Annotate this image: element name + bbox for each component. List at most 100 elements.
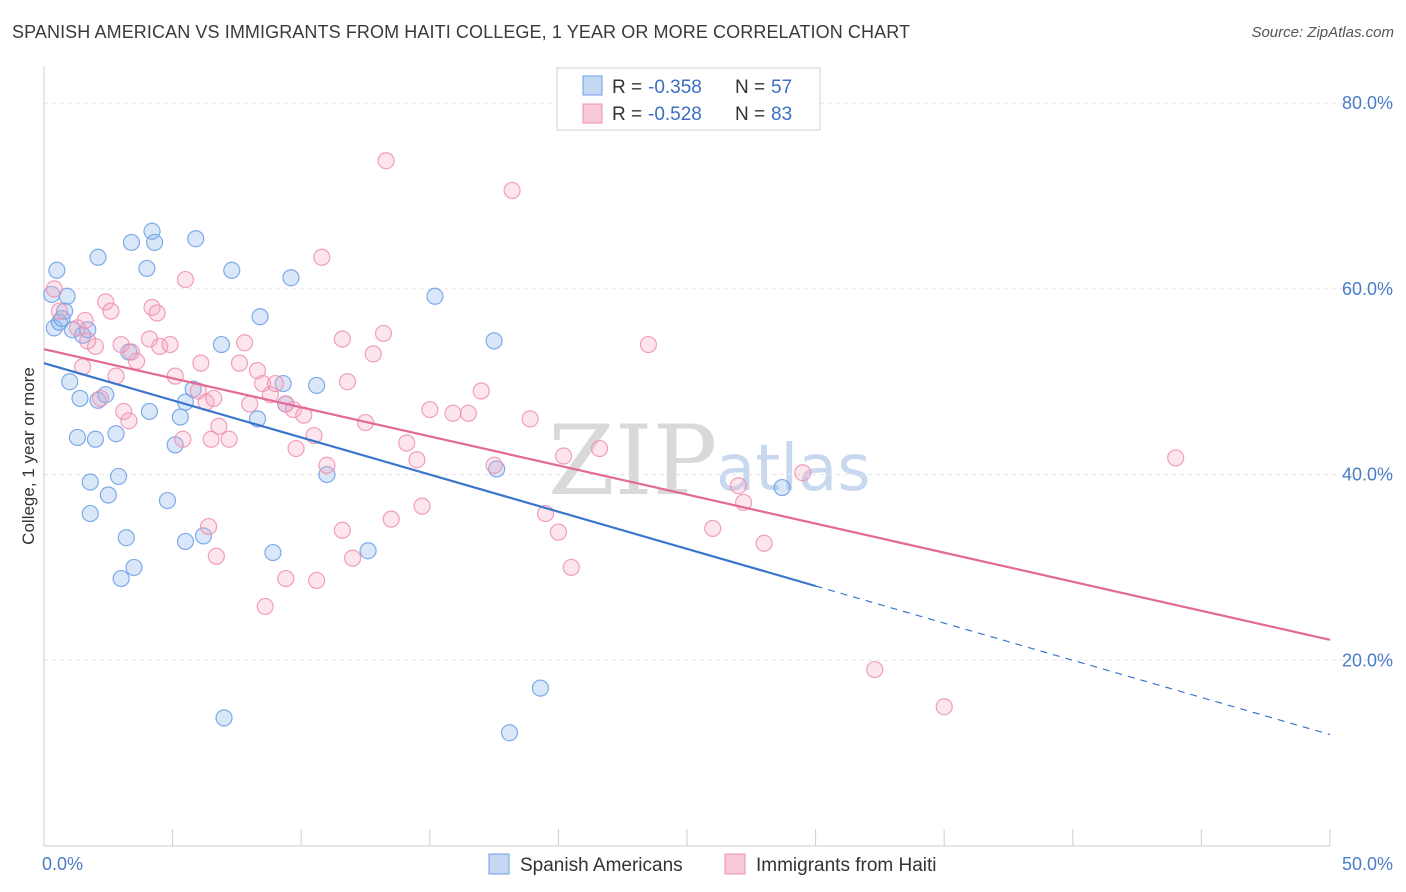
- point-haiti-31: [236, 334, 254, 352]
- y-tick-labels: 80.0% 60.0% 40.0% 20.0%: [1342, 93, 1393, 670]
- point-haiti-53: [444, 404, 462, 422]
- point-haiti-26: [202, 430, 220, 448]
- point-spanish-american-53: [531, 679, 549, 697]
- point-haiti-54: [459, 404, 477, 422]
- legend-n-value-2: 83: [771, 104, 792, 125]
- point-haiti-57: [503, 181, 521, 200]
- point-haiti-29: [220, 430, 238, 448]
- point-haiti-78: [794, 464, 812, 482]
- point-haiti-45: [338, 373, 357, 391]
- trend-lines: [43, 348, 1331, 736]
- point-haiti-5: [79, 332, 97, 350]
- point-spanish-american-29: [187, 230, 205, 248]
- series-spanish-americans: [43, 222, 791, 742]
- point-haiti-13: [127, 352, 146, 370]
- correlation-legend: R = -0.358 N = 57 R = -0.528 N = 83: [556, 67, 821, 131]
- point-spanish-american-36: [158, 491, 177, 510]
- point-haiti-24: [192, 354, 210, 372]
- y-tick-label-3: 20.0%: [1342, 650, 1393, 670]
- axes: [43, 66, 1331, 847]
- legend-r-label-1: R =: [612, 77, 642, 98]
- point-spanish-american-50: [485, 332, 503, 350]
- point-haiti-72: [413, 497, 431, 515]
- point-spanish-american-26: [138, 259, 156, 278]
- point-haiti-27: [205, 389, 223, 408]
- point-haiti-1: [50, 302, 69, 320]
- point-spanish-american-10: [71, 389, 89, 408]
- bottom-legend-label-pink: Immigrants from Haiti: [756, 855, 937, 876]
- point-haiti-17: [148, 304, 166, 322]
- point-haiti-14: [120, 412, 138, 430]
- legend-n-value-1: 57: [771, 77, 792, 98]
- point-haiti-42: [313, 248, 331, 266]
- point-haiti-63: [639, 335, 658, 354]
- point-spanish-american-22: [125, 558, 143, 577]
- point-haiti-61: [562, 558, 580, 577]
- point-haiti-7: [91, 389, 110, 408]
- point-haiti-33: [248, 361, 267, 380]
- point-spanish-american-20: [117, 529, 135, 547]
- y-tick-label-0: 80.0%: [1342, 93, 1393, 113]
- point-spanish-american-30: [223, 261, 241, 279]
- point-spanish-american-41: [282, 269, 300, 287]
- watermark-atlas: atlas: [716, 432, 871, 506]
- point-spanish-american-18: [109, 467, 128, 486]
- point-spanish-american-39: [212, 335, 231, 354]
- point-haiti-19: [161, 335, 179, 354]
- point-haiti-60: [549, 523, 568, 541]
- point-haiti-82: [115, 402, 133, 421]
- legend-swatch-blue: [582, 75, 603, 96]
- trend-line-spanish-americans-extension: [815, 585, 1331, 736]
- point-haiti-73: [554, 447, 573, 465]
- point-haiti-36: [266, 374, 285, 393]
- point-haiti-75: [729, 477, 748, 495]
- point-haiti-49: [382, 510, 400, 528]
- point-haiti-32: [241, 395, 259, 413]
- point-haiti-8: [97, 293, 115, 311]
- point-spanish-american-33: [171, 408, 189, 426]
- point-haiti-65: [200, 517, 218, 536]
- point-haiti-44: [333, 330, 351, 348]
- point-spanish-american-9: [61, 373, 79, 391]
- y-axis-label: College, 1 year or more: [19, 367, 38, 545]
- point-spanish-american-25: [122, 233, 141, 252]
- point-haiti-0: [45, 280, 63, 298]
- chart-title: SPANISH AMERICAN VS IMMIGRANTS FROM HAIT…: [12, 22, 911, 42]
- point-haiti-28: [210, 417, 228, 435]
- legend-r-label-2: R =: [612, 104, 642, 125]
- point-spanish-american-15: [107, 425, 125, 443]
- point-spanish-american-19: [81, 504, 99, 523]
- point-spanish-american-16: [81, 473, 99, 491]
- point-haiti-12: [122, 343, 141, 361]
- point-haiti-79: [866, 660, 884, 679]
- point-spanish-american-47: [264, 543, 282, 562]
- point-haiti-68: [277, 569, 295, 588]
- point-spanish-american-3: [58, 287, 76, 305]
- point-haiti-74: [704, 519, 722, 538]
- legend-n-label-2: N =: [735, 104, 765, 125]
- point-haiti-58: [521, 410, 539, 428]
- point-haiti-71: [344, 549, 362, 567]
- point-haiti-21: [174, 430, 192, 448]
- trend-line-spanish-americans: [43, 362, 816, 588]
- point-spanish-american-37: [176, 532, 195, 551]
- point-haiti-69: [308, 571, 326, 590]
- point-spanish-american-45: [308, 376, 326, 395]
- y-tick-label-1: 60.0%: [1342, 279, 1393, 299]
- point-haiti-9: [102, 302, 120, 320]
- point-spanish-american-54: [215, 709, 233, 727]
- watermark-zip: ZIP: [548, 405, 717, 517]
- point-haiti-55: [472, 382, 490, 400]
- point-haiti-3: [76, 311, 94, 330]
- x-tick-label-1: 50.0%: [1342, 854, 1393, 874]
- point-haiti-56: [485, 456, 503, 474]
- point-haiti-51: [408, 451, 426, 469]
- point-spanish-american-28: [145, 233, 164, 252]
- point-haiti-20: [166, 367, 184, 385]
- source-label: Source: ZipAtlas.com: [1251, 24, 1394, 41]
- point-haiti-80: [935, 698, 953, 716]
- point-haiti-50: [398, 434, 416, 452]
- point-spanish-american-31: [140, 402, 159, 421]
- point-haiti-77: [755, 534, 773, 552]
